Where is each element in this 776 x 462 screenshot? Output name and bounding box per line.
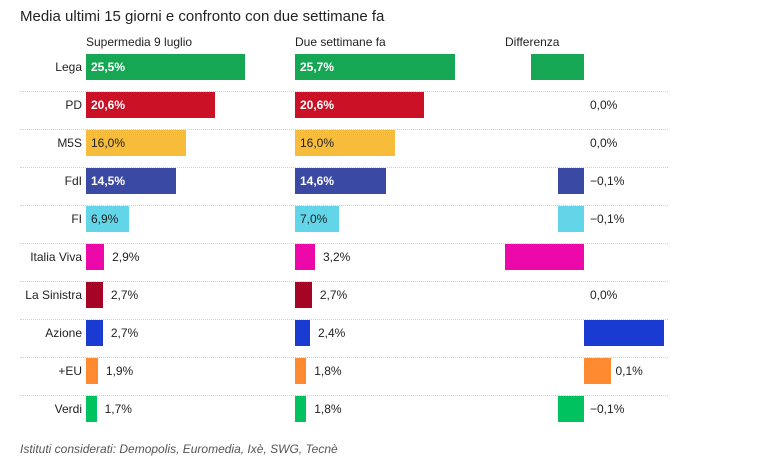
- bar-differenza: [531, 54, 584, 80]
- value-label-due-settimane: 2,7%: [319, 288, 348, 302]
- bar-due-settimane: [295, 168, 387, 194]
- value-label-due-settimane: 1,8%: [314, 402, 342, 416]
- bar-due-settimane: [295, 396, 307, 422]
- bar-due-settimane: [295, 130, 395, 156]
- chart-title: Media ultimi 15 giorni e confronto con d…: [20, 8, 385, 25]
- value-label-supermedia: 14,5%: [91, 174, 126, 188]
- chart-row: FI 6,9% 7,0% −0,1%: [20, 206, 668, 244]
- bar-due-settimane: [295, 54, 456, 80]
- bar-supermedia: [86, 92, 215, 118]
- value-label-supermedia: 2,7%: [110, 288, 139, 302]
- bar-differenza: [557, 206, 584, 232]
- bar-supermedia: [86, 130, 186, 156]
- bar-supermedia: [86, 358, 98, 384]
- value-label-due-settimane: 14,6%: [300, 174, 335, 188]
- value-label-due-settimane: 20,6%: [300, 98, 335, 112]
- value-label-supermedia: 20,6%: [91, 98, 126, 112]
- category-label: FI: [71, 212, 82, 226]
- value-label-differenza: 0,0%: [590, 136, 618, 150]
- value-label-supermedia: 1,9%: [105, 364, 134, 378]
- chart-row: La Sinistra 2,7% 2,7% 0,0%: [20, 282, 668, 320]
- value-label-supermedia: 16,0%: [91, 136, 126, 150]
- bar-due-settimane: [295, 92, 424, 118]
- category-label: +EU: [58, 364, 82, 378]
- footnote: Istituti considerati: Demopolis, Euromed…: [20, 442, 338, 456]
- bar-differenza: [584, 320, 664, 346]
- value-label-differenza: 0,0%: [590, 98, 618, 112]
- category-label: M5S: [57, 136, 82, 150]
- value-label-differenza: −0,1%: [590, 212, 625, 226]
- value-label-due-settimane: 2,4%: [317, 326, 346, 340]
- chart-row: FdI 14,5% 14,6% −0,1%: [20, 168, 668, 206]
- category-label: Lega: [55, 60, 82, 74]
- value-label-supermedia: 25,5%: [91, 60, 126, 74]
- category-label: La Sinistra: [25, 288, 82, 302]
- bar-supermedia: [86, 168, 177, 194]
- chart-row: Verdi 1,7% 1,8% −0,1%: [20, 396, 668, 434]
- bar-due-settimane: [295, 206, 339, 232]
- bar-differenza: [584, 358, 611, 384]
- category-label: Azione: [45, 326, 82, 340]
- chart-row: +EU 1,9% 1,8% 0,1%: [20, 358, 668, 396]
- value-label-supermedia: 6,9%: [91, 212, 119, 226]
- value-label-differenza: −0,1%: [590, 402, 625, 416]
- bar-supermedia: [86, 206, 130, 232]
- category-label: Italia Viva: [30, 250, 82, 264]
- bar-differenza: [557, 168, 584, 194]
- chart-row: PD 20,6% 20,6% 0,0%: [20, 92, 668, 130]
- value-label-due-settimane: 25,7%: [300, 60, 335, 74]
- bar-due-settimane: [295, 358, 307, 384]
- chart-row: M5S 16,0% 16,0% 0,0%: [20, 130, 668, 168]
- value-label-due-settimane: 7,0%: [300, 212, 328, 226]
- bar-supermedia: [86, 282, 103, 308]
- bar-due-settimane: [295, 244, 315, 270]
- bar-supermedia: [86, 396, 97, 422]
- bar-differenza: [557, 396, 584, 422]
- column-header-supermedia: Supermedia 9 luglio: [86, 35, 193, 49]
- value-label-differenza: −0,1%: [590, 174, 625, 188]
- bar-due-settimane: [295, 282, 312, 308]
- value-label-differenza: 0,0%: [590, 288, 618, 302]
- value-label-due-settimane: 16,0%: [300, 136, 335, 150]
- bar-supermedia: [86, 244, 105, 270]
- value-label-supermedia: 1,7%: [104, 402, 132, 416]
- bar-supermedia: [86, 54, 246, 80]
- category-label: PD: [65, 98, 82, 112]
- value-label-supermedia: 2,9%: [112, 250, 140, 264]
- value-label-due-settimane: 1,8%: [314, 364, 342, 378]
- category-label: FdI: [64, 174, 82, 188]
- column-header-differenza: Differenza: [505, 35, 560, 49]
- column-header-due-settimane: Due settimane fa: [295, 35, 386, 49]
- value-label-supermedia: 2,7%: [110, 326, 139, 340]
- value-label-differenza: 0,1%: [615, 364, 643, 378]
- bar-supermedia: [86, 320, 103, 346]
- bar-differenza: [504, 244, 584, 270]
- value-label-due-settimane: 3,2%: [322, 250, 351, 264]
- category-label: Verdi: [54, 402, 82, 416]
- bar-due-settimane: [295, 320, 310, 346]
